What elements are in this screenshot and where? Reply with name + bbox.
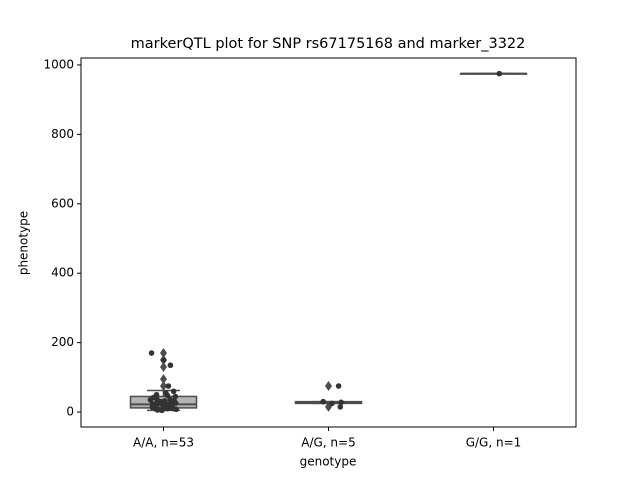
chart-title: markerQTL plot for SNP rs67175168 and ma… bbox=[131, 36, 526, 52]
point bbox=[320, 398, 327, 405]
point bbox=[162, 402, 169, 408]
point bbox=[329, 400, 335, 407]
x-tick-label: G/G, n=1 bbox=[466, 436, 522, 450]
point bbox=[160, 357, 167, 363]
y-axis-label: phenotype bbox=[17, 211, 31, 275]
point bbox=[335, 383, 342, 389]
outlier bbox=[160, 361, 167, 372]
outlier bbox=[325, 381, 332, 392]
x-tick-label: A/A, n=53 bbox=[133, 436, 194, 450]
outlier bbox=[160, 381, 167, 392]
point bbox=[147, 397, 154, 403]
point bbox=[165, 383, 172, 389]
outlier bbox=[160, 374, 167, 385]
x-axis-label: genotype bbox=[300, 455, 357, 469]
point bbox=[338, 399, 344, 406]
point bbox=[173, 406, 179, 413]
point bbox=[170, 388, 177, 395]
point bbox=[154, 407, 161, 413]
y-tick-label: 200 bbox=[51, 335, 74, 349]
y-tick-label: 600 bbox=[51, 196, 74, 210]
point bbox=[159, 407, 165, 414]
y-tick-label: 1000 bbox=[43, 57, 74, 71]
point bbox=[337, 404, 344, 410]
y-tick-label: 800 bbox=[51, 127, 74, 141]
point bbox=[169, 400, 176, 407]
point bbox=[167, 362, 174, 369]
y-tick-label: 400 bbox=[51, 266, 74, 280]
plot-frame bbox=[80, 57, 577, 428]
x-tick-label: A/G, n=5 bbox=[301, 436, 355, 450]
point bbox=[148, 350, 155, 356]
point bbox=[164, 392, 171, 399]
point bbox=[496, 70, 503, 77]
y-tick-label: 0 bbox=[66, 405, 74, 419]
outlier bbox=[160, 348, 167, 359]
